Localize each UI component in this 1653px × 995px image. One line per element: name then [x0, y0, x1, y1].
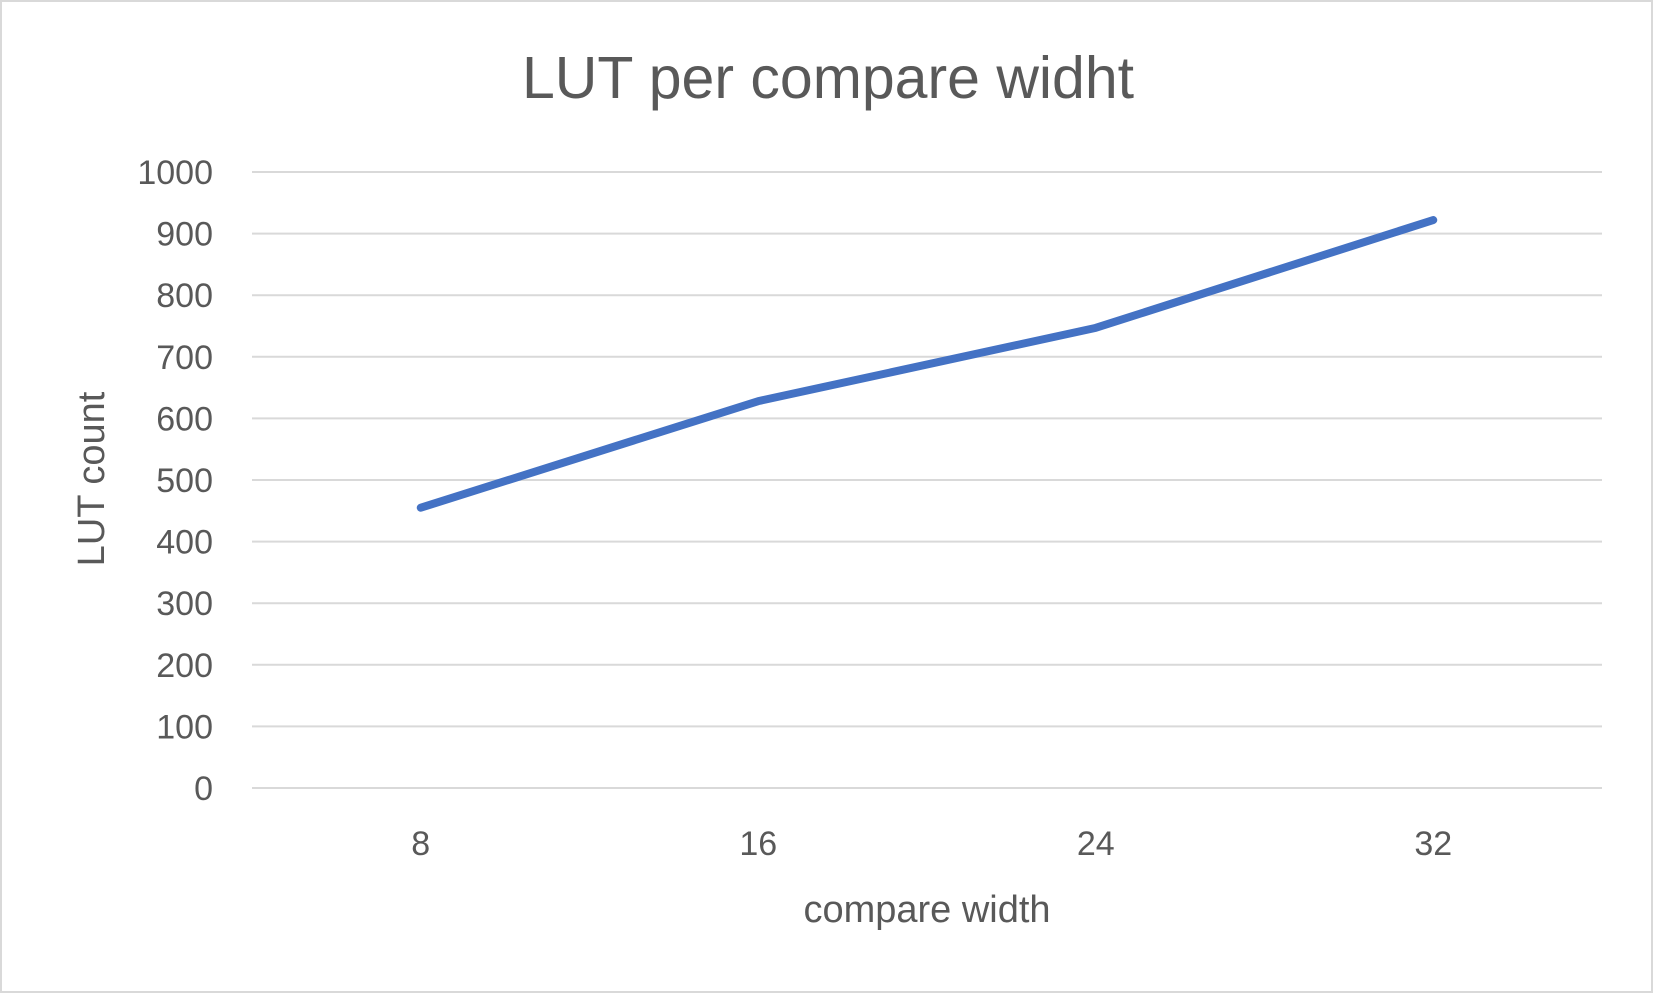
y-tick-label: 400: [156, 524, 213, 562]
y-axis-ticks: 0 100 200 300 400 500 600 700 800 900 1000: [137, 154, 213, 808]
x-axis-title: compare width: [803, 889, 1050, 931]
chart-title: LUT per compare widht: [522, 45, 1134, 111]
gridlines: [252, 171, 1602, 789]
y-axis-title: LUT count: [71, 391, 113, 566]
y-tick-label: 1000: [137, 154, 213, 192]
x-tick-label: 16: [739, 825, 777, 863]
y-tick-label: 200: [156, 647, 213, 685]
y-tick-label: 0: [194, 770, 213, 808]
y-tick-label: 100: [156, 708, 213, 746]
x-tick-label: 24: [1077, 825, 1115, 863]
y-tick-label: 600: [156, 400, 213, 438]
series-lines: [416, 216, 1438, 512]
series-line: [416, 216, 1438, 512]
y-tick-label: 700: [156, 339, 213, 377]
x-tick-label: 32: [1414, 825, 1452, 863]
y-tick-label: 300: [156, 585, 213, 623]
y-tick-label: 900: [156, 216, 213, 254]
x-axis-ticks: 8 16 24 32: [411, 825, 1452, 863]
x-tick-label: 8: [411, 825, 430, 863]
y-tick-label: 800: [156, 277, 213, 315]
y-tick-label: 500: [156, 462, 213, 500]
